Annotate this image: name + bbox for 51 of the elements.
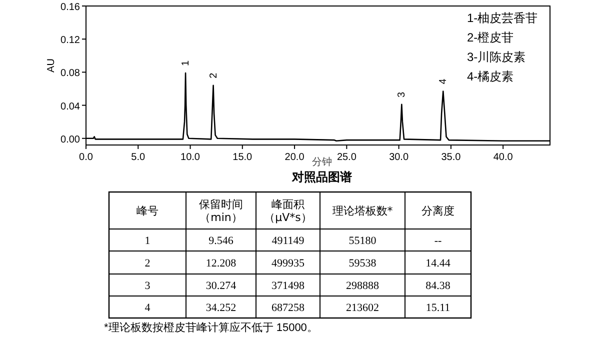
- x-tick-label: 0.0: [79, 152, 94, 163]
- x-tick-label: 5.0: [131, 152, 146, 163]
- text: 12.208: [206, 258, 237, 270]
- text: 84.38: [426, 280, 451, 292]
- x-axis-title: 分钟: [312, 156, 332, 168]
- y-axis-title: AU: [46, 58, 57, 72]
- text: 687258: [272, 302, 305, 314]
- text: 491149: [272, 235, 305, 247]
- annotation: 1: [180, 60, 192, 66]
- text: 59538: [348, 258, 377, 270]
- text: 理论塔板数*: [332, 204, 394, 218]
- text: *理论板数按橙皮苷峰计算应不低于 15000。: [104, 321, 318, 334]
- annotation: 4: [438, 78, 450, 84]
- annotation: 1-柚皮芸香苷: [467, 11, 538, 25]
- text: 保留时间（min）: [199, 198, 243, 224]
- text: 4: [144, 302, 151, 314]
- text: 2: [144, 258, 150, 270]
- x-tick-label: 35.0: [441, 152, 462, 163]
- text: 30.274: [206, 280, 237, 292]
- annotation: 3-川陈皮素: [467, 50, 526, 64]
- x-tick-label: 40.0: [493, 152, 514, 163]
- text: 分离度: [422, 204, 454, 218]
- y-tick-label: 0.08: [60, 68, 80, 80]
- text: 298888: [346, 280, 380, 292]
- y-tick-label: 0.00: [60, 134, 80, 146]
- text: 55180: [348, 235, 377, 247]
- text: 对照品图谱: [291, 170, 352, 184]
- text: 9.546: [208, 235, 234, 247]
- x-tick-label: 10.0: [180, 152, 200, 163]
- text: 213602: [346, 302, 379, 314]
- annotation: 3: [396, 91, 408, 98]
- x-tick-label: 25.0: [336, 152, 357, 163]
- x-tick-label: 15.0: [232, 152, 253, 163]
- text: 14.44: [426, 258, 451, 270]
- text: 15.11: [426, 302, 450, 314]
- text: --: [434, 235, 442, 247]
- x-tick-label: 20.0: [284, 152, 305, 163]
- text: 峰号: [136, 204, 158, 218]
- annotation: 2: [208, 72, 220, 78]
- annotation: 4-橘皮素: [467, 70, 514, 84]
- y-tick-label: 0.12: [60, 35, 80, 46]
- y-tick-label: 0.16: [60, 2, 80, 13]
- text: 1: [144, 235, 150, 247]
- annotation: 2-橙皮苷: [467, 30, 514, 44]
- text: 499935: [272, 258, 305, 270]
- text: 3: [144, 280, 151, 292]
- x-tick-label: 30.0: [389, 152, 409, 163]
- text: 峰面积（μV*s）: [264, 198, 312, 224]
- text: 371498: [272, 280, 305, 292]
- y-tick-label: 0.04: [60, 101, 80, 112]
- text: 34.252: [206, 302, 236, 314]
